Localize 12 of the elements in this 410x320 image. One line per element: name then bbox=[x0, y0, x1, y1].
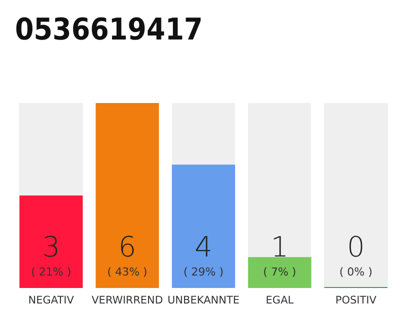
data-label: 6 ( 43% ) bbox=[107, 230, 148, 278]
x-tick-label: POSITIV bbox=[335, 294, 378, 306]
chart-title: 0536619417 bbox=[15, 12, 203, 48]
data-label: 3 ( 21% ) bbox=[31, 230, 72, 278]
x-tick-label: NEGATIV bbox=[28, 294, 75, 306]
x-tick-label: VERWIRREND bbox=[92, 294, 163, 306]
bar bbox=[248, 257, 312, 288]
x-tick-label: UNBEKANNTE bbox=[167, 294, 240, 306]
data-label: 4 ( 29% ) bbox=[183, 230, 224, 278]
x-tick-label: EGAL bbox=[266, 294, 294, 306]
data-label: 1 ( 7% ) bbox=[263, 230, 296, 278]
data-label: 0 ( 0% ) bbox=[339, 230, 372, 278]
